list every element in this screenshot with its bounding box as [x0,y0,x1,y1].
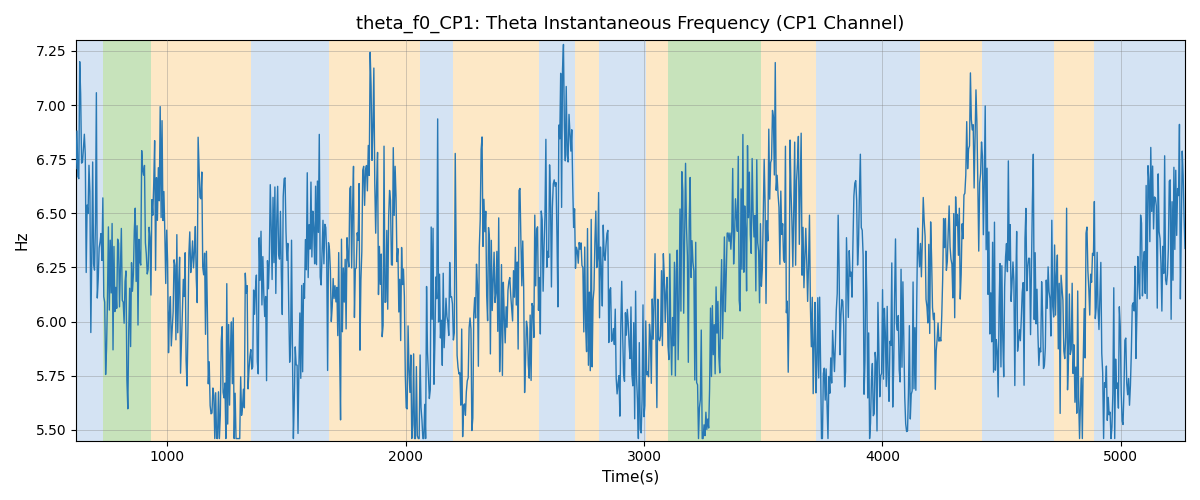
Bar [575,40,599,440]
X-axis label: Time(s): Time(s) [602,470,659,485]
Bar [1054,40,1094,440]
Bar [816,40,920,440]
Title: theta_f0_CP1: Theta Instantaneous Frequency (CP1 Channel): theta_f0_CP1: Theta Instantaneous Freque… [356,15,905,34]
Bar [420,40,454,440]
Bar [251,40,329,440]
Y-axis label: Hz: Hz [14,230,30,250]
Bar [76,40,103,440]
Bar [647,40,668,440]
Bar [599,40,647,440]
Bar [454,40,539,440]
Bar [920,40,983,440]
Bar [668,40,761,440]
Bar [151,40,251,440]
Bar [983,40,1054,440]
Bar [329,40,420,440]
Bar [761,40,816,440]
Bar [539,40,575,440]
Bar [103,40,151,440]
Bar [1094,40,1186,440]
